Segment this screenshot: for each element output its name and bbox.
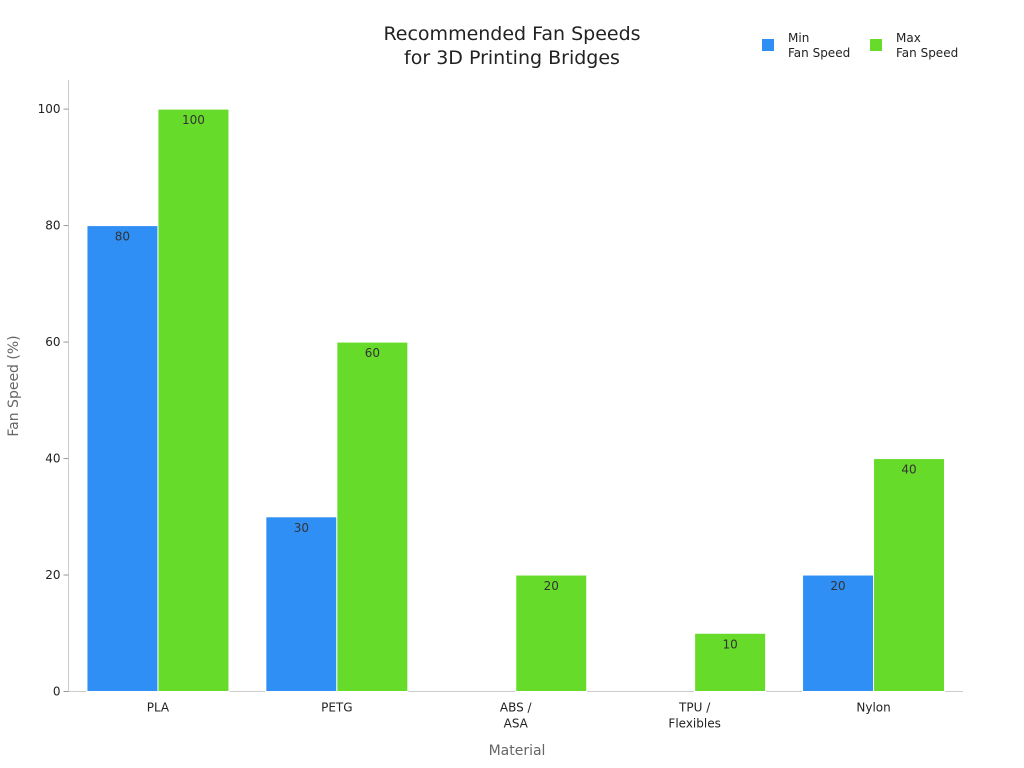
bar bbox=[515, 574, 588, 692]
bar bbox=[873, 458, 946, 692]
legend-label: Max Fan Speed bbox=[896, 31, 958, 60]
y-tick-label: 80 bbox=[45, 219, 60, 233]
legend-label: Min Fan Speed bbox=[788, 31, 850, 60]
bar bbox=[336, 341, 409, 692]
x-tick-label: Nylon bbox=[856, 701, 890, 715]
x-tick-label: TPU / Flexibles bbox=[668, 701, 720, 731]
y-tick-label: 20 bbox=[45, 568, 60, 582]
y-axis-label: Fan Speed (%) bbox=[6, 335, 22, 436]
chart-title: Recommended Fan Speeds for 3D Printing Br… bbox=[383, 23, 640, 69]
data-label: 20 bbox=[830, 579, 845, 593]
legend-swatch bbox=[762, 39, 774, 51]
x-tick-label: ABS / ASA bbox=[500, 701, 533, 731]
x-tick-label: PLA bbox=[147, 701, 170, 715]
x-axis-label: Material bbox=[489, 743, 546, 759]
bar bbox=[802, 574, 875, 692]
y-tick-label: 40 bbox=[45, 452, 60, 466]
x-tick-label: PETG bbox=[321, 701, 352, 715]
data-label: 60 bbox=[365, 346, 380, 360]
bar bbox=[265, 516, 338, 692]
legend-swatch bbox=[870, 39, 882, 51]
y-tick-label: 0 bbox=[53, 685, 61, 699]
data-label: 80 bbox=[115, 230, 130, 244]
bar bbox=[86, 225, 159, 692]
data-label: 100 bbox=[182, 113, 205, 127]
data-label: 30 bbox=[294, 521, 309, 535]
bar bbox=[694, 632, 767, 692]
data-label: 40 bbox=[901, 463, 916, 477]
y-tick-label: 100 bbox=[38, 102, 61, 116]
y-tick-label: 60 bbox=[45, 335, 60, 349]
data-label: 20 bbox=[544, 579, 559, 593]
data-label: 10 bbox=[723, 637, 738, 651]
bar bbox=[157, 108, 230, 693]
